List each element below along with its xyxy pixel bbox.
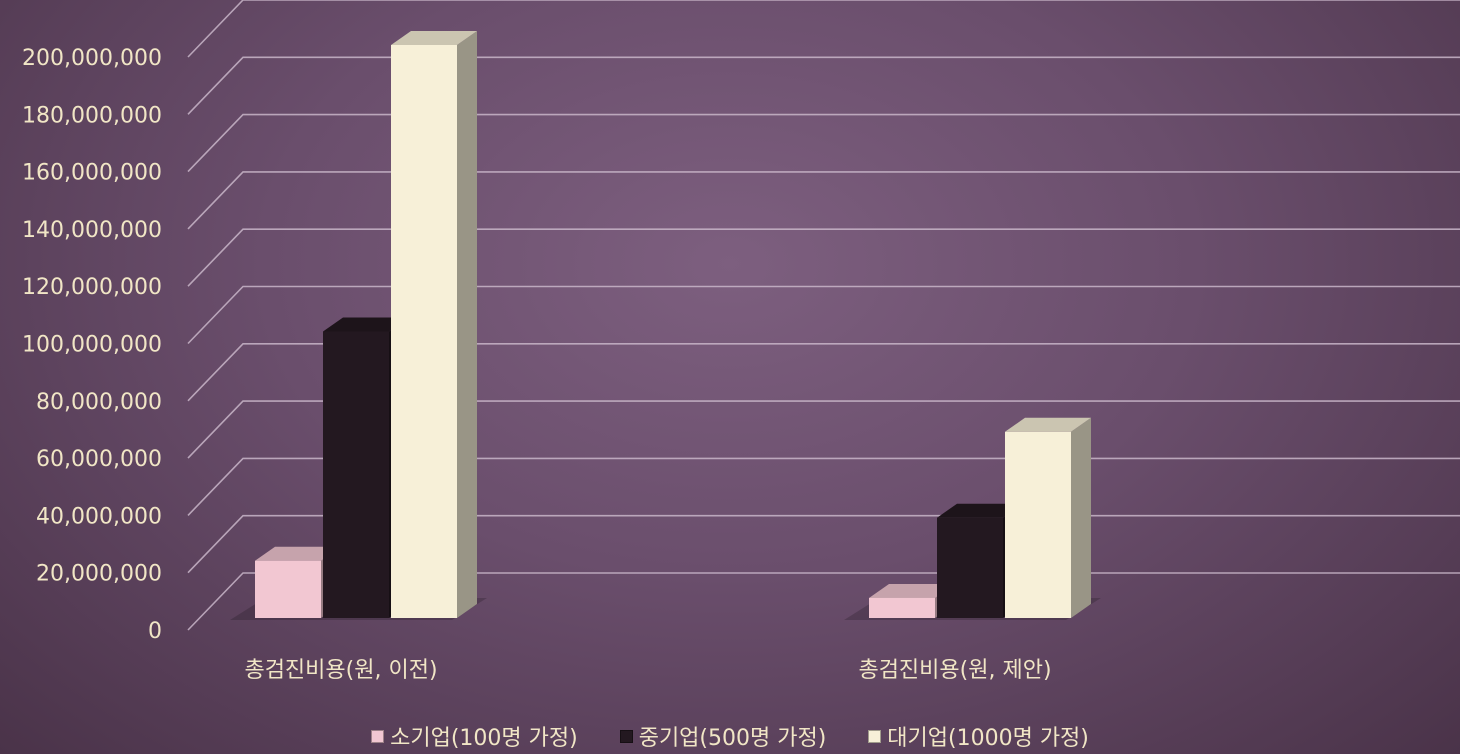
y-tick-label: 160,000,000 [22, 161, 162, 186]
gridline [187, 171, 1460, 230]
bar-side [1071, 417, 1091, 618]
bar-top [869, 583, 955, 598]
legend-swatch-large [868, 729, 882, 743]
bar-top [1005, 417, 1091, 432]
y-tick-label: 60,000,000 [36, 447, 162, 472]
y-axis-ticks: 0 20,000,000 40,000,000 60,000,000 80,000,00… [22, 46, 162, 644]
y-tick-label: 120,000,000 [22, 275, 162, 300]
y-tick-label: 20,000,000 [36, 562, 162, 587]
bar-top [391, 31, 477, 45]
y-tick-label: 0 [148, 619, 162, 644]
y-tick-label: 80,000,000 [36, 390, 162, 415]
gridline [187, 228, 1460, 287]
legend-item-medium: 중기업(500명 가정) [619, 720, 827, 752]
bar-front [1005, 431, 1071, 618]
bars [230, 31, 1101, 620]
legend-label-small: 소기업(100명 가정) [390, 726, 578, 751]
gridline [187, 113, 1460, 173]
bar-front [869, 597, 935, 618]
gridline [187, 342, 1460, 402]
legend-swatch-medium [619, 729, 633, 743]
y-tick-label: 100,000,000 [22, 333, 162, 358]
bar-top [323, 317, 409, 332]
legend-label-medium: 중기업(500명 가정) [638, 726, 827, 751]
x-category-label: 총검진비용(원, 이전) [244, 658, 437, 683]
legend: 소기업(100명 가정) 중기업(500명 가정) 대기업(1000명 가정) [0, 720, 1460, 752]
legend-swatch-small [371, 729, 385, 743]
y-tick-label: 140,000,000 [22, 218, 162, 243]
bar-top [255, 546, 341, 561]
gridline [187, 0, 1460, 58]
gridline [187, 400, 1460, 459]
y-tick-label: 200,000,000 [22, 46, 162, 71]
bar-front [255, 560, 321, 618]
legend-item-large: 대기업(1000명 가정) [868, 720, 1089, 752]
legend-item-small: 소기업(100명 가정) [371, 720, 578, 752]
y-tick-label: 40,000,000 [36, 504, 162, 529]
legend-label-large: 대기업(1000명 가정) [887, 726, 1089, 751]
bar [391, 31, 477, 618]
x-category-label: 총검진비용(원, 제안) [858, 658, 1051, 683]
y-tick-label: 180,000,000 [22, 103, 162, 128]
x-axis-categories: 총검진비용(원, 이전) 총검진비용(원, 제안) [244, 658, 1051, 683]
bar-front [323, 331, 389, 618]
bar [1005, 417, 1091, 618]
gridlines [187, 0, 1460, 631]
bar-front [937, 517, 1003, 618]
bar-front [391, 45, 457, 618]
gridline [187, 285, 1460, 345]
gridline [187, 56, 1460, 115]
bar-side [457, 31, 477, 618]
bar-top [937, 503, 1023, 518]
